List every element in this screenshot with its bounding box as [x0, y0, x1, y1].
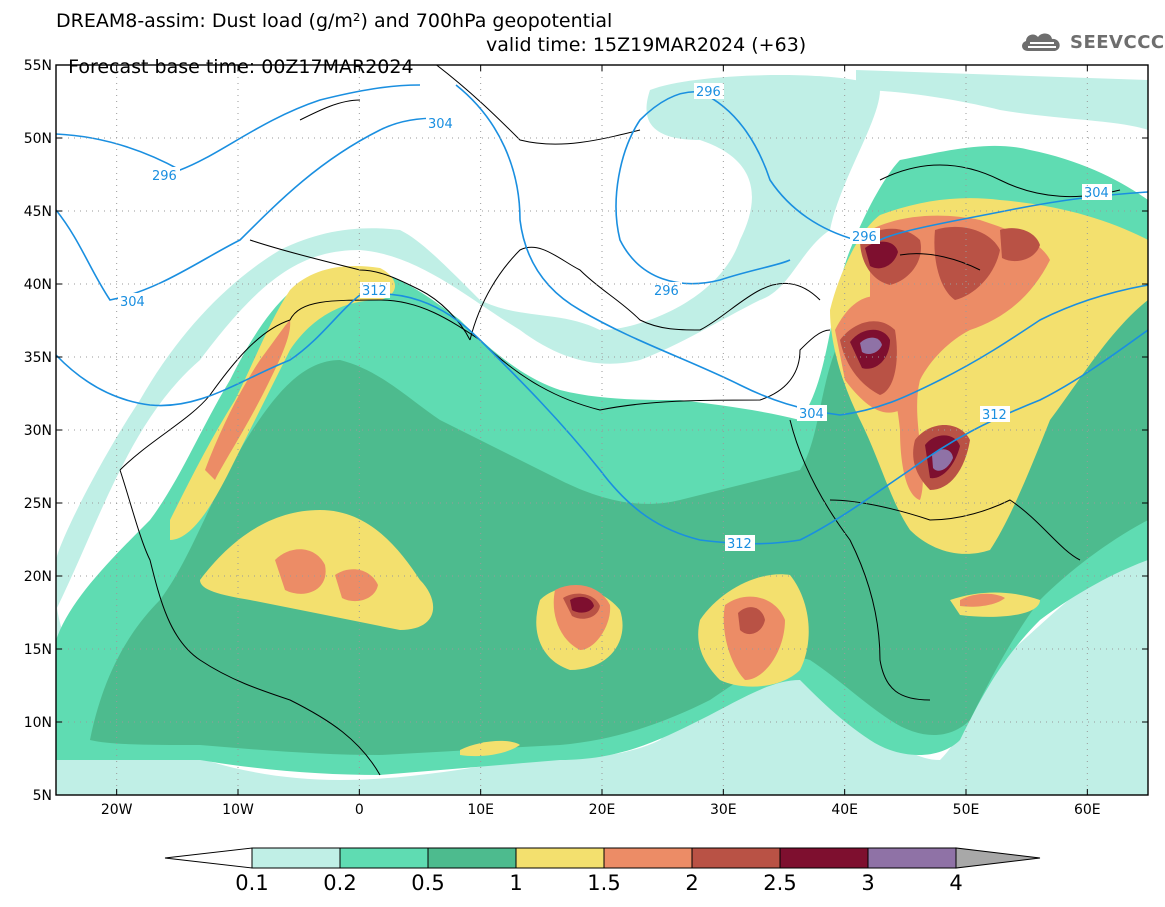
- lat-label: 30N: [24, 423, 52, 439]
- lat-label: 35N: [24, 350, 52, 366]
- contour-label-312-s: 312: [727, 537, 752, 552]
- colorbar-segment: [251, 847, 341, 869]
- lat-label: 5N: [33, 788, 52, 804]
- lon-label: 10W: [222, 802, 254, 818]
- lat-label: 55N: [24, 58, 52, 74]
- lon-label: 40E: [831, 802, 858, 818]
- colorbar-label: 2: [685, 871, 698, 895]
- colorbar-segment: [515, 847, 605, 869]
- contour-label-296-n: 296: [696, 85, 721, 100]
- map-plot-area: 296 304 296 304 312 296 296 304 312 312 …: [56, 65, 1148, 795]
- contour-label-296-e: 296: [852, 230, 877, 245]
- contour-label-312-w: 312: [362, 284, 387, 299]
- latitude-axis: 55N 50N 45N 40N 35N 30N 25N 20N 15N 10N 5N: [24, 58, 1148, 804]
- contour-label-304-e: 304: [799, 407, 824, 422]
- logo-text: SEEVCCC: [1070, 31, 1165, 53]
- colorbar-segment: [867, 847, 957, 869]
- colorbar-label: 4: [949, 871, 962, 895]
- contour-label-312-e: 312: [982, 408, 1007, 423]
- geopotential-contours: [56, 84, 1148, 545]
- colorbar-segment: [779, 847, 869, 869]
- lon-label: 10E: [467, 802, 494, 818]
- cloud-icon: [1022, 33, 1060, 51]
- lon-label: 0: [355, 802, 364, 818]
- seevccc-logo: SEEVCCC: [1018, 28, 1165, 56]
- valid-time: valid time: 15Z19MAR2024 (+63): [486, 34, 807, 56]
- colorbar-label: 0.2: [323, 871, 356, 895]
- colorbar-segment: [691, 847, 781, 869]
- forecast-times: Forecast base time: 00Z17MAR2024 valid t…: [56, 34, 806, 100]
- forecast-base-time: Forecast base time: 00Z17MAR2024: [68, 56, 414, 78]
- dust-band-3: [860, 337, 953, 471]
- colorbar-label: 0.1: [235, 871, 268, 895]
- lat-label: 25N: [24, 496, 52, 512]
- colorbar: 0.1 0.2 0.5 1 1.5 2 2.5 3 4: [164, 847, 1041, 895]
- lat-label: 45N: [24, 204, 52, 220]
- longitude-axis: 20W 10W 0 10E 20E 30E 40E 50E 60E: [101, 65, 1101, 818]
- colorbar-triangle-high: [955, 847, 1041, 869]
- graticule: [56, 65, 1148, 795]
- lon-label: 50E: [953, 802, 980, 818]
- contour-labels: 296 304 296 304 312 296 296 304 312 312 …: [118, 83, 1112, 552]
- lat-label: 20N: [24, 569, 52, 585]
- colorbar-triangle-low: [164, 847, 253, 869]
- contour-label-296-c: 296: [654, 284, 679, 299]
- lat-label: 40N: [24, 277, 52, 293]
- contour-label-304-n: 304: [428, 117, 453, 132]
- contour-label-296-w: 296: [152, 169, 177, 184]
- colorbar-segment: [339, 847, 429, 869]
- lon-label: 20E: [589, 802, 616, 818]
- coastlines: [119, 65, 1121, 776]
- lon-label: 60E: [1074, 802, 1101, 818]
- lon-label: 30E: [710, 802, 737, 818]
- colorbar-label: 1: [509, 871, 522, 895]
- lat-label: 10N: [24, 715, 52, 731]
- colorbar-segment: [427, 847, 517, 869]
- colorbar-label: 2.5: [763, 871, 796, 895]
- lon-label: 20W: [101, 802, 133, 818]
- colorbar-label: 0.5: [411, 871, 444, 895]
- lat-label: 15N: [24, 642, 52, 658]
- lat-label: 50N: [24, 131, 52, 147]
- colorbar-label: 3: [861, 871, 874, 895]
- colorbar-segment: [603, 847, 693, 869]
- contour-label-304-w: 304: [120, 295, 145, 310]
- map-title: DREAM8-assim: Dust load (g/m²) and 700hP…: [56, 10, 613, 32]
- colorbar-label: 1.5: [587, 871, 620, 895]
- contour-label-304-ne: 304: [1084, 186, 1109, 201]
